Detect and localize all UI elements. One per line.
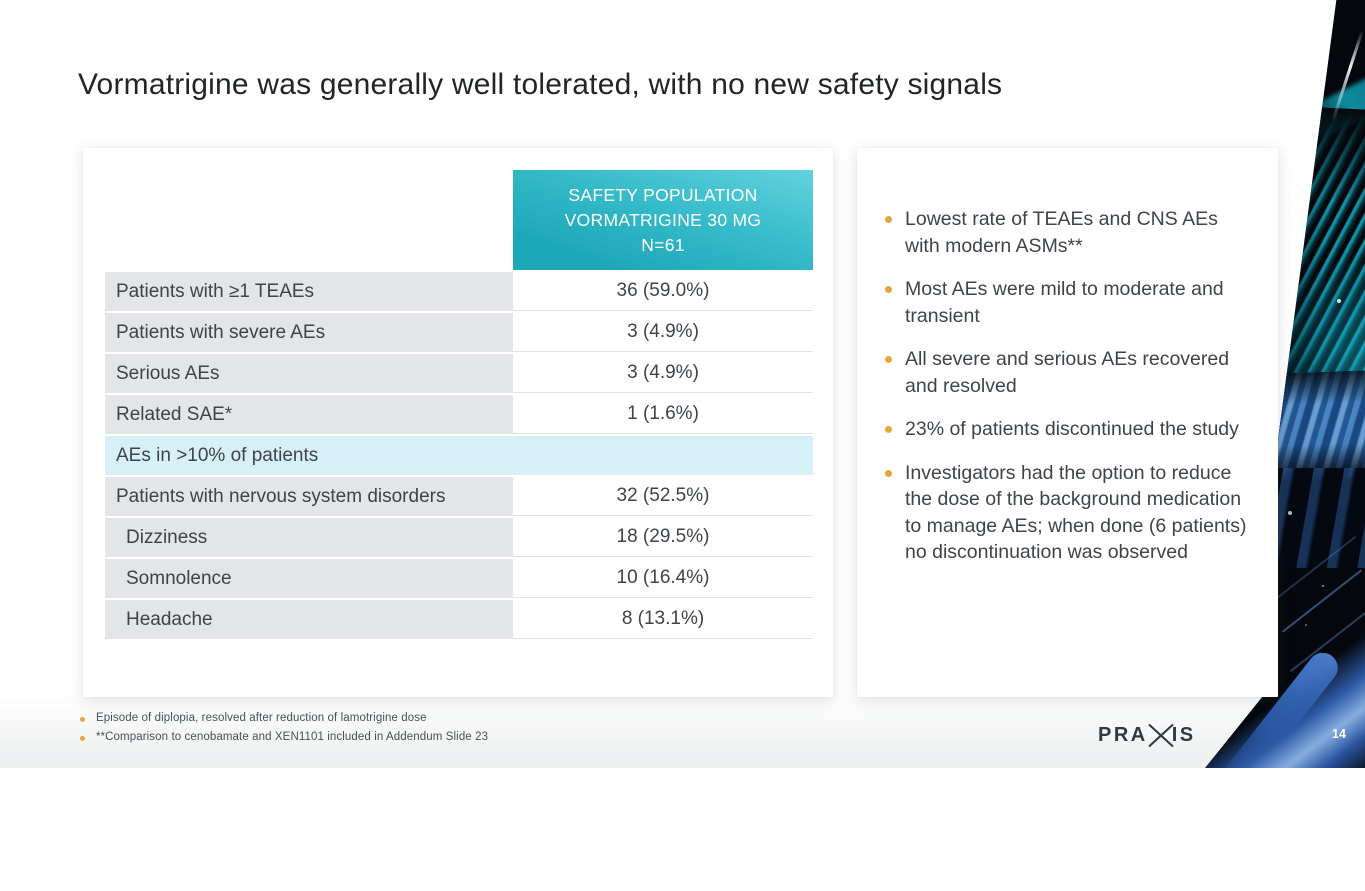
bullet-dot-icon xyxy=(885,426,892,433)
table-row-label: Serious AEs xyxy=(105,354,513,393)
table-row: Patients with ≥1 TEAEs 36 (59.0%) xyxy=(105,272,813,311)
page-number: 14 xyxy=(1332,727,1346,741)
footnote-item: Episode of diplopia, resolved after redu… xyxy=(80,712,488,724)
bullet-item: All severe and serious AEs recovered and… xyxy=(885,346,1248,399)
table-row-label: Headache xyxy=(105,600,513,639)
bullet-item: Most AEs were mild to moderate and trans… xyxy=(885,276,1248,329)
table-row: Patients with nervous system disorders 3… xyxy=(105,477,813,516)
table-row-value: 8 (13.1%) xyxy=(513,600,813,639)
table-row: Headache 8 (13.1%) xyxy=(105,600,813,639)
table-row-label: AEs in >10% of patients xyxy=(105,436,813,475)
table-row-label: Patients with nervous system disorders xyxy=(105,477,513,516)
table-row: Serious AEs 3 (4.9%) xyxy=(105,354,813,393)
table-row-label: Dizziness xyxy=(105,518,513,557)
bullet-text: All severe and serious AEs recovered and… xyxy=(905,348,1230,397)
table-column-header: SAFETY POPULATION VORMATRIGINE 30 MG N=6… xyxy=(513,170,813,270)
key-points-card: Lowest rate of TEAEs and CNS AEs with mo… xyxy=(857,148,1278,697)
bullet-item: 23% of patients discontinued the study xyxy=(885,416,1248,443)
bullet-text: Lowest rate of TEAEs and CNS AEs with mo… xyxy=(905,208,1218,257)
logo-text-right: IS xyxy=(1171,724,1196,746)
footnote-list: Episode of diplopia, resolved after redu… xyxy=(80,712,488,750)
bullet-text: Most AEs were mild to moderate and trans… xyxy=(905,278,1224,327)
bullet-text: 23% of patients discontinued the study xyxy=(905,418,1239,440)
table-header-line: SAFETY POPULATION xyxy=(568,184,758,205)
bullet-dot-icon xyxy=(885,469,892,477)
table-row: Patients with severe AEs 3 (4.9%) xyxy=(105,313,813,352)
bg-light-specks xyxy=(0,0,2,2)
footnote-dot-icon xyxy=(80,736,85,741)
bullet-item: Investigators had the option to reduce t… xyxy=(885,460,1248,566)
table-row: Somnolence 10 (16.4%) xyxy=(105,559,813,598)
footnote-item: **Comparison to cenobamate and XEN1101 i… xyxy=(80,731,488,743)
table-header-row: SAFETY POPULATION VORMATRIGINE 30 MG N=6… xyxy=(105,170,813,270)
bullet-item: Lowest rate of TEAEs and CNS AEs with mo… xyxy=(885,206,1248,259)
table-row-value: 3 (4.9%) xyxy=(513,354,813,393)
bullet-dot-icon xyxy=(885,356,892,363)
table-row-value: 36 (59.0%) xyxy=(513,272,813,311)
table-row-label: Patients with ≥1 TEAEs xyxy=(105,272,513,311)
table-header-line: VORMATRIGINE 30 MG xyxy=(564,209,762,230)
bullet-list: Lowest rate of TEAEs and CNS AEs with mo… xyxy=(885,206,1248,583)
bullet-dot-icon xyxy=(885,286,892,293)
logo-text-left: PRA xyxy=(1098,724,1148,746)
bullet-dot-icon xyxy=(885,216,892,223)
bg-thin-streaks xyxy=(1281,569,1363,633)
praxis-logo: PRA IS xyxy=(1098,722,1196,749)
safety-table-card: SAFETY POPULATION VORMATRIGINE 30 MG N=6… xyxy=(83,148,833,697)
footnote-text: Episode of diplopia, resolved after redu… xyxy=(96,712,427,724)
table-row-label: Patients with severe AEs xyxy=(105,313,513,352)
table-row-value: 3 (4.9%) xyxy=(513,313,813,352)
footnote-text: **Comparison to cenobamate and XEN1101 i… xyxy=(96,731,489,743)
table-row-value: 1 (1.6%) xyxy=(513,395,813,434)
safety-table: SAFETY POPULATION VORMATRIGINE 30 MG N=6… xyxy=(105,170,813,641)
bullet-text: Investigators had the option to reduce t… xyxy=(905,461,1247,564)
table-row: Related SAE* 1 (1.6%) xyxy=(105,395,813,434)
table-rows: Patients with ≥1 TEAEs 36 (59.0%) Patien… xyxy=(105,272,813,639)
praxis-x-icon xyxy=(1147,723,1174,748)
table-row-value: 32 (52.5%) xyxy=(513,477,813,516)
table-row-value: 10 (16.4%) xyxy=(513,559,813,598)
table-row-label: Related SAE* xyxy=(105,395,513,434)
table-row: Dizziness 18 (29.5%) xyxy=(105,518,813,557)
slide-title: Vormatrigine was generally well tolerate… xyxy=(78,68,1003,101)
table-row: AEs in >10% of patients xyxy=(105,436,813,475)
table-row-label: Somnolence xyxy=(105,559,513,598)
table-row-value: 18 (29.5%) xyxy=(513,518,813,557)
table-header-line: N=61 xyxy=(641,234,685,255)
footnote-dot-icon xyxy=(80,717,85,722)
table-header-spacer xyxy=(105,170,513,270)
